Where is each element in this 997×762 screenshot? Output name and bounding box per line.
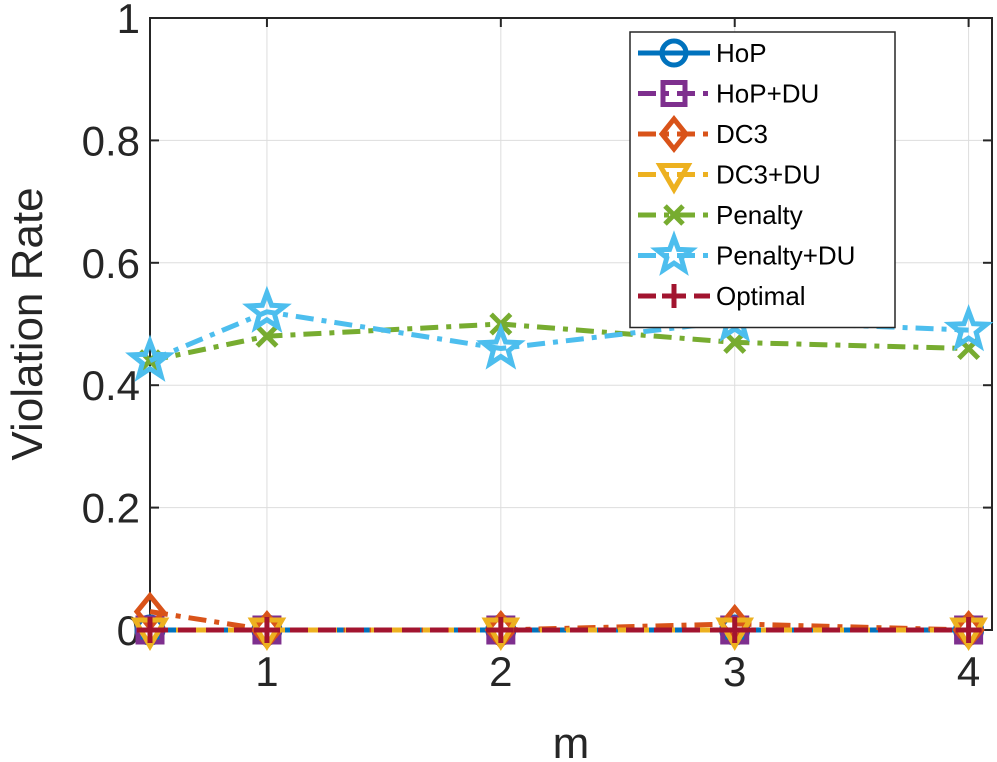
marker-plus [253,617,280,643]
marker-plus [137,617,163,643]
marker-star [650,230,698,276]
marker-star [242,285,292,333]
legend-entry: HoP+DU [638,79,819,109]
marker-star [476,322,526,370]
x-tick-label: 3 [723,648,746,695]
y-tick-label: 0.2 [82,485,140,532]
y-tick-label: 0.4 [82,362,140,409]
x-axis-label: m [553,719,590,762]
marker-x [255,324,279,348]
marker-plus [487,617,514,643]
marker-circle [659,38,689,68]
legend-entry: HoP [638,38,767,68]
marker-triangle-down [655,163,693,195]
marker-star [943,303,994,352]
legend-entry: DC3 [638,114,768,154]
y-tick-label: 0.8 [82,117,140,164]
legend-label: Penalty [716,200,803,230]
marker-square [660,80,688,107]
legend-label: Penalty+DU [716,241,855,271]
legend: HoP HoP+DU DC3 DC3+DU Penalty Penalty+DU Optim… [629,31,896,329]
marker-plus [955,617,982,643]
marker-plus [721,617,748,643]
legend-label: DC3 [716,119,768,149]
legend-entry: Optimal [638,281,806,311]
x-tick-label: 2 [489,648,512,695]
marker-x [663,204,685,226]
legend-label: HoP [716,38,767,68]
legend-label: DC3+DU [716,160,821,190]
y-tick-label: 0.6 [82,240,140,287]
x-tick-label: 1 [255,648,278,695]
legend-label: HoP+DU [716,79,819,109]
series-optimal [137,617,982,643]
legend-label: Optimal [716,281,806,311]
ticks: 1 2 3 400.20.40.60.81 [82,0,992,695]
legend-entry: Penalty [638,200,803,230]
marker-plus [662,284,686,308]
y-tick-label: 1 [117,0,140,42]
legend-entry: DC3+DU [638,160,821,195]
legend-entry: Penalty+DU [638,230,855,276]
x-tick-label: 4 [957,648,980,695]
marker-diamond [658,114,690,154]
marker-star [125,334,175,382]
y-axis-label: Violation Rate [3,187,52,460]
